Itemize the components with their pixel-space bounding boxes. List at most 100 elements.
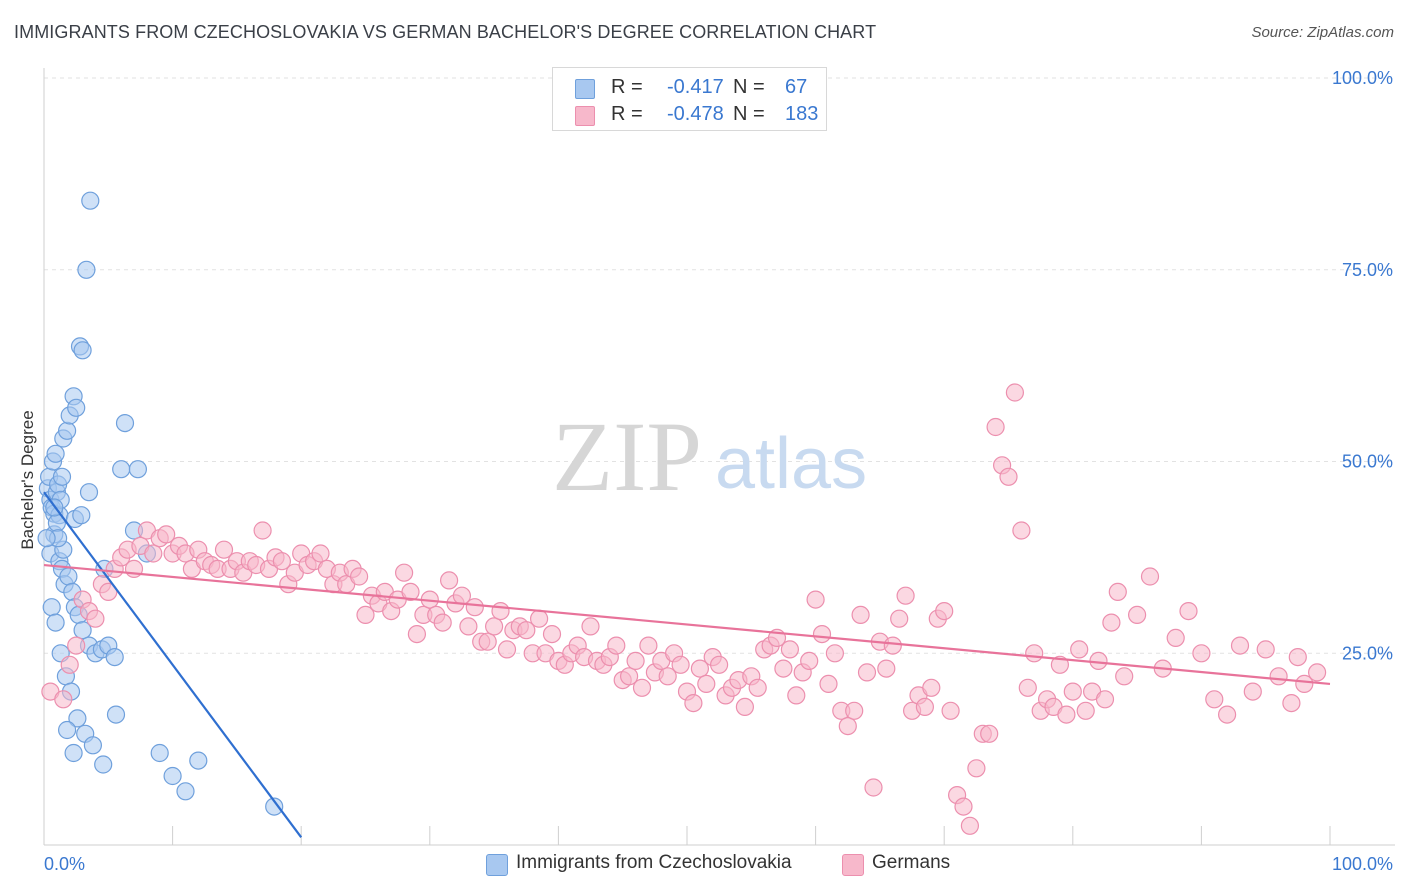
point-germans <box>1076 701 1095 720</box>
bottom-legend-label-czechoslovakia: Immigrants from Czechoslovakia <box>516 852 792 873</box>
point-germans <box>1282 693 1301 713</box>
point-germans <box>883 636 902 655</box>
point-germans <box>465 598 484 617</box>
bottom-legend-swatch-czechoslovakia <box>486 854 508 876</box>
point-czechoslovakia <box>72 506 91 525</box>
point-germans <box>311 544 330 563</box>
point-germans <box>838 716 857 736</box>
point-germans <box>1230 636 1250 655</box>
point-germans <box>581 617 600 636</box>
point-germans <box>350 567 369 586</box>
point-germans <box>812 624 832 644</box>
point-czechoslovakia <box>52 467 72 486</box>
point-germans <box>144 544 163 563</box>
point-germans <box>819 674 838 694</box>
point-germans <box>877 659 896 678</box>
point-germans <box>1050 655 1070 674</box>
point-germans <box>1095 690 1115 709</box>
point-germans <box>1140 567 1160 586</box>
point-czechoslovakia <box>67 398 86 417</box>
watermark-zip: ZIP <box>552 401 702 512</box>
point-germans <box>1179 601 1198 621</box>
point-germans <box>1256 640 1275 659</box>
point-germans <box>1115 667 1134 686</box>
point-germans <box>684 693 703 713</box>
legend-r-value: -0.417 <box>667 76 724 98</box>
point-germans <box>86 609 105 628</box>
point-germans <box>639 636 658 655</box>
point-germans <box>253 521 272 540</box>
source-label: Source: ZipAtlas.com <box>1251 24 1394 41</box>
point-germans <box>99 582 118 602</box>
legend-r-label: R = <box>611 103 643 125</box>
y-tick-label: 100.0% <box>1332 68 1393 88</box>
point-czechoslovakia <box>176 782 195 801</box>
point-germans <box>1005 383 1025 402</box>
point-germans <box>632 678 652 697</box>
series-germans <box>41 383 1327 835</box>
point-germans <box>1070 640 1089 659</box>
legend-n-label: N = <box>733 76 765 98</box>
chart-title: IMMIGRANTS FROM CZECHOSLOVAKIA VS GERMAN… <box>14 22 877 42</box>
point-germans <box>709 655 729 674</box>
point-germans <box>800 651 819 671</box>
point-germans <box>1295 674 1314 694</box>
trend-line-czechoslovakia <box>43 491 303 838</box>
point-germans <box>825 644 845 663</box>
point-germans <box>960 816 980 835</box>
point-czechoslovakia <box>77 260 96 279</box>
point-czechoslovakia <box>79 483 99 502</box>
point-germans <box>658 667 677 686</box>
point-germans <box>922 678 941 697</box>
point-czechoslovakia <box>46 613 65 632</box>
legend-r-value: -0.478 <box>667 103 724 125</box>
point-czechoslovakia <box>68 709 87 728</box>
point-germans <box>459 617 478 636</box>
bottom-legend-label-germans: Germans <box>872 852 951 873</box>
point-germans <box>401 582 420 602</box>
point-germans <box>1102 613 1121 632</box>
point-germans <box>864 778 883 797</box>
point-germans <box>60 655 79 674</box>
point-czechoslovakia <box>189 751 208 770</box>
point-czechoslovakia <box>265 797 284 816</box>
point-germans <box>915 697 935 717</box>
point-germans <box>1205 690 1224 709</box>
point-germans <box>890 609 909 628</box>
point-germans <box>440 571 459 590</box>
point-germans <box>1127 605 1147 625</box>
point-germans <box>1166 628 1185 648</box>
axes <box>43 68 1395 846</box>
point-germans <box>407 624 426 644</box>
point-germans <box>780 640 800 659</box>
bottom-legend-swatch-germans <box>842 854 864 876</box>
point-germans <box>941 701 960 720</box>
point-czechoslovakia <box>59 567 78 586</box>
point-czechoslovakia <box>105 647 124 667</box>
point-germans <box>1063 682 1082 701</box>
point-germans <box>690 659 710 678</box>
point-germans <box>1012 521 1031 540</box>
point-czechoslovakia <box>150 743 169 763</box>
point-germans <box>1288 647 1307 667</box>
point-czechoslovakia <box>42 598 61 617</box>
point-germans <box>806 590 825 609</box>
y-axis-label-wrap: Bachelor's Degree <box>6 380 46 580</box>
point-germans <box>935 601 954 621</box>
x-tick-label: 100.0% <box>1332 854 1393 874</box>
point-germans <box>433 613 452 632</box>
point-germans <box>1243 682 1262 701</box>
point-germans <box>1217 705 1237 724</box>
point-germans <box>626 651 645 671</box>
legend-n-label: N = <box>733 103 765 125</box>
point-germans <box>1192 644 1211 663</box>
point-czechoslovakia <box>46 444 65 463</box>
point-germans <box>619 667 639 686</box>
point-germans <box>607 636 626 655</box>
point-germans <box>497 640 517 659</box>
point-germans <box>356 605 375 625</box>
legend-n-value: 67 <box>785 76 808 98</box>
watermark-atlas: atlas <box>715 424 867 504</box>
point-germans <box>967 759 986 778</box>
